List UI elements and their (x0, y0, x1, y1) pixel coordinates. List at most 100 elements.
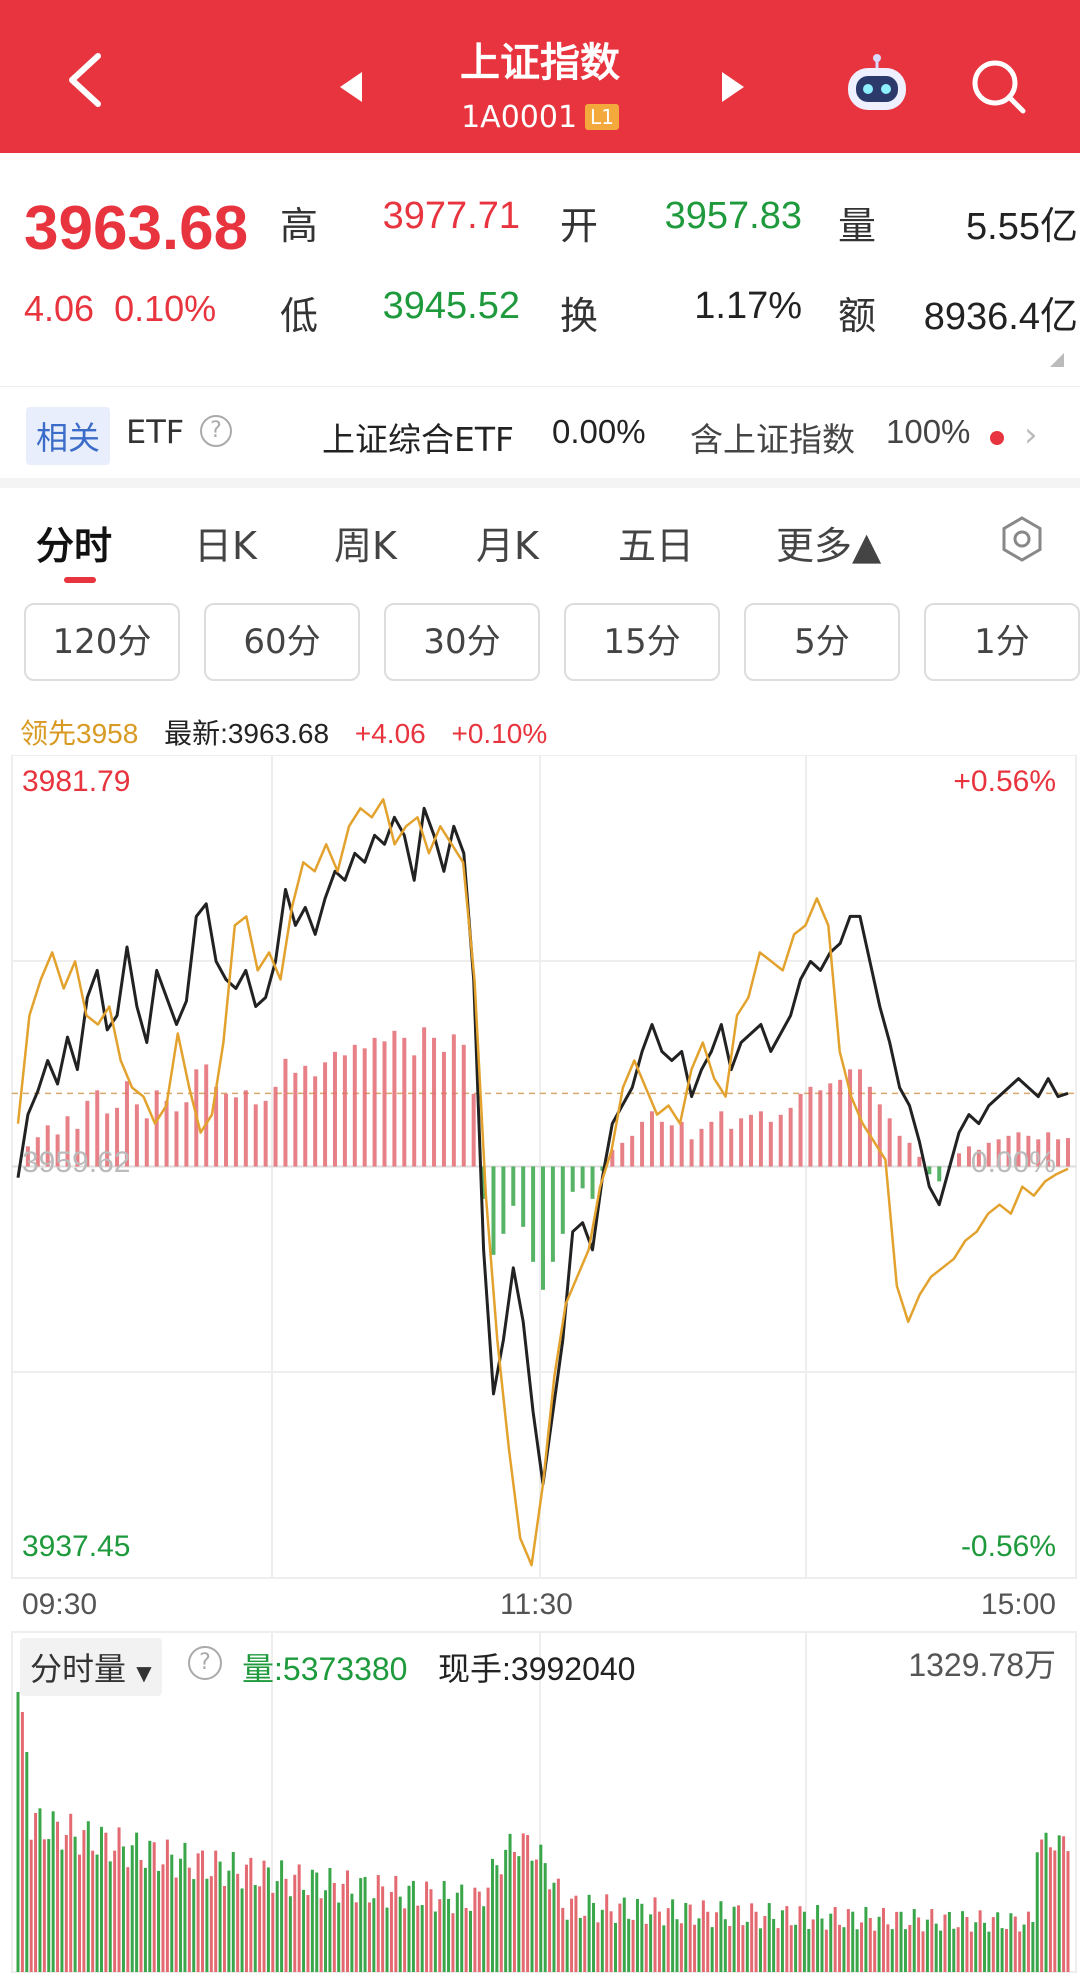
flow-bar (788, 1107, 793, 1167)
quote-panel: 3963.68 4.06 0.10% 高 3977.71 开 3957.83 量… (0, 153, 1080, 383)
etf-holding-pct: 100% (886, 413, 971, 450)
flow-bar (75, 1128, 80, 1167)
volume-bar (508, 1833, 512, 1972)
search-icon[interactable] (968, 56, 1028, 116)
volume-bar (69, 1813, 73, 1972)
volume-bar (165, 1839, 169, 1972)
prev-stock-icon[interactable] (336, 70, 366, 104)
flow-bar (600, 1166, 605, 1171)
volume-bar (499, 1874, 503, 1972)
back-icon[interactable] (60, 50, 110, 110)
volume-header: 分时量 ▼ ? 量:5373380 现手:3992040 1329.78万 (20, 1638, 1060, 1696)
volume-bar (42, 1839, 46, 1972)
flow-bar (560, 1166, 565, 1234)
volume-bar (719, 1901, 723, 1972)
volume-bar (227, 1870, 231, 1972)
volume-bar (952, 1928, 956, 1972)
volume-bar (258, 1886, 262, 1972)
volume-bar (816, 1905, 820, 1972)
tab-five-day[interactable]: 五日 (618, 524, 695, 568)
flow-bar (976, 1149, 981, 1167)
flow-bar (461, 1044, 466, 1167)
lead-indicator: 领先3958 (20, 718, 139, 749)
volume-bar (389, 1891, 393, 1972)
volume-bar (328, 1867, 332, 1972)
volume-bar (824, 1929, 828, 1972)
tab-monthly-k[interactable]: 月K (476, 524, 539, 568)
volume-bar (25, 1752, 29, 1972)
volume-bar (455, 1892, 459, 1972)
tab-more[interactable]: 更多▲ (776, 524, 882, 568)
period-1m-button[interactable]: 1分 (924, 603, 1080, 681)
volume-bar (925, 1919, 929, 1972)
flow-bar (481, 1166, 486, 1199)
flow-bar (184, 1102, 189, 1167)
low-value: 3945.52 (382, 285, 520, 327)
volume-bar (284, 1878, 288, 1972)
volume-bar (517, 1856, 521, 1972)
expand-corner-icon[interactable] (1050, 353, 1064, 367)
volume-bar (82, 1830, 86, 1972)
flow-bar (352, 1044, 357, 1167)
volume-label: 量 (838, 204, 877, 248)
flow-bar (45, 1125, 50, 1167)
volume-bar (758, 1928, 762, 1972)
volume-bar (728, 1925, 732, 1972)
flow-bar (897, 1135, 902, 1167)
volume-bar (398, 1896, 402, 1972)
intraday-chart[interactable] (0, 755, 1080, 1978)
volume-bar (1048, 1847, 1052, 1972)
period-120m-button[interactable]: 120分 (24, 603, 180, 681)
help-icon[interactable]: ? (188, 1646, 222, 1680)
flow-bar (828, 1083, 833, 1167)
help-icon[interactable]: ? (200, 415, 232, 447)
volume-bar (530, 1860, 534, 1972)
tab-daily-k[interactable]: 日K (194, 524, 257, 568)
volume-bar (214, 1850, 218, 1972)
flow-bar (838, 1079, 843, 1167)
volume-bar (526, 1835, 530, 1972)
volume-bar (1022, 1924, 1026, 1972)
volume-type-dropdown[interactable]: 分时量 ▼ (20, 1638, 162, 1696)
volume-bar (297, 1864, 301, 1972)
flow-bar (273, 1086, 278, 1167)
etf-fund-name[interactable]: 上证综合ETF (322, 420, 514, 459)
turnover-label: 换 (560, 294, 599, 338)
flow-bar (887, 1118, 892, 1167)
period-60m-button[interactable]: 60分 (204, 603, 360, 681)
next-stock-icon[interactable] (718, 70, 748, 104)
robot-assistant-icon[interactable] (842, 52, 912, 114)
flow-bar (1026, 1135, 1031, 1167)
volume-bar (222, 1886, 226, 1972)
etf-label: ETF (126, 413, 185, 451)
settings-icon[interactable] (998, 515, 1046, 563)
y-mid-label: 3959.62 (22, 1146, 131, 1179)
flow-bar (848, 1069, 853, 1167)
flow-bar (441, 1051, 446, 1167)
tab-intraday[interactable]: 分时 (36, 524, 113, 568)
volume-bar (486, 1887, 490, 1972)
volume-bar (420, 1905, 424, 1972)
volume-bar (912, 1909, 916, 1972)
volume-bar (829, 1913, 833, 1972)
volume-bar (838, 1924, 842, 1972)
related-etf-row[interactable]: 相关 ETF ? 上证综合ETF 0.00% 含上证指数 100% › (0, 395, 1080, 475)
volume-bar (319, 1898, 323, 1972)
volume-bar (684, 1902, 688, 1972)
volume-bar (666, 1908, 670, 1972)
flow-bar (313, 1076, 318, 1167)
volume-bar (135, 1832, 139, 1972)
volume-bar (965, 1916, 969, 1972)
volume-bar (1000, 1928, 1004, 1972)
period-30m-button[interactable]: 30分 (384, 603, 540, 681)
period-15m-button[interactable]: 15分 (564, 603, 720, 681)
chevron-right-icon[interactable]: › (1024, 415, 1038, 455)
high-value: 3977.71 (382, 195, 520, 237)
volume-bar (126, 1867, 130, 1972)
volume-bar (407, 1885, 411, 1972)
volume-bar (640, 1903, 644, 1972)
tab-weekly-k[interactable]: 周K (334, 524, 397, 568)
period-5m-button[interactable]: 5分 (744, 603, 900, 681)
volume-bar (657, 1911, 661, 1972)
volume-bar (675, 1919, 679, 1972)
